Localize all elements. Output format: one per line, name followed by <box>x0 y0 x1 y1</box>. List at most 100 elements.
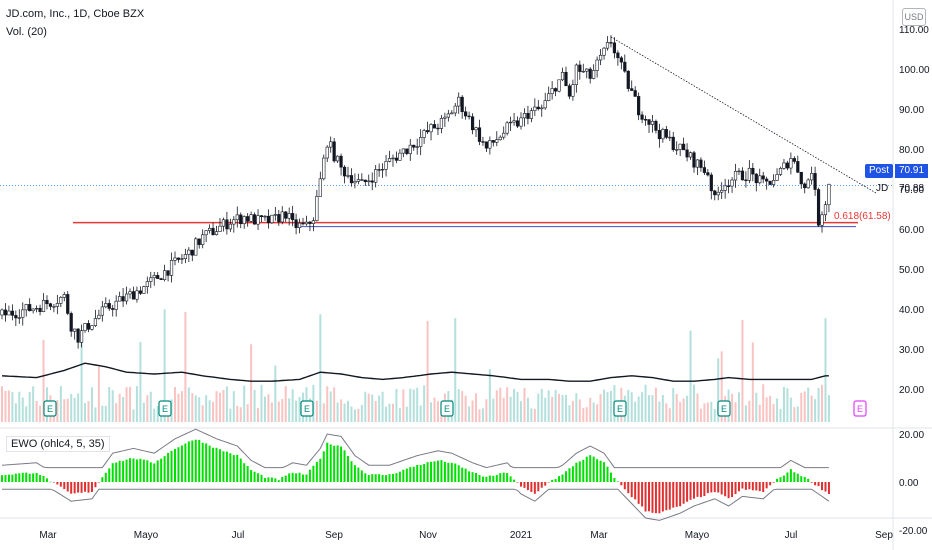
volume-bar <box>267 394 270 422</box>
candle-body <box>90 325 94 330</box>
ewo-indicator-label: EWO (ohlc4, 5, 35) <box>6 436 110 452</box>
ewo-bar <box>599 460 602 482</box>
volume-bar <box>765 397 768 422</box>
ewo-bar <box>402 469 405 482</box>
volume-bar <box>492 398 495 422</box>
candle-body <box>560 71 565 81</box>
volume-bar <box>315 400 318 422</box>
ewo-bar <box>122 461 125 482</box>
time-tick-label: Jul <box>232 530 245 541</box>
candle-body <box>785 162 790 169</box>
ewo-bar <box>108 468 111 482</box>
time-tick-label: Mayo <box>134 530 159 541</box>
ewo-tick-label: -20.00 <box>899 526 928 537</box>
ewo-bar <box>547 482 550 483</box>
currency-button[interactable]: USD <box>902 8 926 26</box>
volume-bar <box>589 397 592 422</box>
candle-body <box>491 140 495 143</box>
candle-body <box>661 129 665 140</box>
volume-bar <box>398 408 401 422</box>
ewo-upper-band <box>1 428 829 469</box>
ewo-bar <box>218 449 221 482</box>
volume-bar <box>796 406 799 422</box>
ewo-bar <box>295 473 298 482</box>
volume-sma-line <box>1 362 829 382</box>
candle-body <box>654 120 658 131</box>
volume-bar <box>789 397 792 422</box>
ewo-bar <box>284 475 287 482</box>
candle-body <box>432 124 437 129</box>
candle-body <box>41 300 46 312</box>
volume-bar <box>153 408 156 422</box>
volume-bar <box>457 389 460 422</box>
volume-bar <box>149 391 152 422</box>
candle-body <box>73 328 77 332</box>
ewo-bar <box>97 482 100 483</box>
candle-body <box>813 173 817 190</box>
ewo-bar <box>814 482 817 486</box>
volume-bar <box>731 393 734 422</box>
candle-body <box>322 157 326 180</box>
volume-bar <box>516 391 519 422</box>
candle-body <box>529 110 533 119</box>
volume-bar <box>495 390 498 422</box>
candle-body <box>498 136 502 141</box>
ewo-bar <box>236 454 239 482</box>
candle-body <box>228 223 232 230</box>
candle-body <box>214 231 219 236</box>
candle-body <box>38 307 42 312</box>
ewo-bar <box>468 471 471 482</box>
ewo-bar <box>609 472 612 482</box>
ewo-bar <box>80 482 83 493</box>
candle-body <box>349 175 354 184</box>
volume-bar <box>101 405 104 422</box>
candle-body <box>820 214 824 226</box>
ewo-bar <box>807 478 810 482</box>
ewo-bar <box>803 476 806 482</box>
ewo-bar <box>748 482 751 490</box>
volume-bar <box>547 390 550 422</box>
ewo-bar <box>571 466 574 482</box>
candle-body <box>159 278 163 280</box>
volume-bar <box>163 309 166 422</box>
volume-bar <box>412 389 415 422</box>
volume-bar <box>658 401 661 422</box>
ewo-bar <box>450 462 453 482</box>
ewo-bar <box>658 482 661 514</box>
candle-body <box>668 136 672 139</box>
candle-body <box>827 183 831 206</box>
candle-body <box>775 174 779 181</box>
volume-bar <box>475 393 478 422</box>
candle-body <box>470 116 475 131</box>
ewo-bar <box>554 479 557 482</box>
candle-body <box>623 61 627 72</box>
ewo-bar <box>187 441 190 482</box>
ewo-bar <box>682 482 685 504</box>
candle-body <box>201 234 205 245</box>
volume-bar <box>21 397 24 422</box>
ewo-bar <box>734 482 737 495</box>
volume-bar <box>540 388 543 422</box>
ewo-bar <box>737 482 740 492</box>
ewo-bar <box>741 482 744 489</box>
candle-body <box>640 114 644 120</box>
volume-bar <box>129 386 132 422</box>
volume-bar <box>502 397 505 422</box>
candle-body <box>637 96 641 116</box>
candle-body <box>104 303 108 308</box>
ewo-bar <box>409 467 412 482</box>
volume-bar <box>654 387 657 422</box>
ewo-bar <box>821 482 824 491</box>
candle-body <box>567 85 572 97</box>
ewo-bar <box>180 445 183 482</box>
volume-bar <box>39 405 42 422</box>
volume-bar <box>578 399 581 422</box>
volume-bar <box>187 387 190 422</box>
volume-bars <box>1 309 830 422</box>
candle-body <box>394 157 399 161</box>
volume-bar <box>582 408 585 422</box>
earnings-badge <box>853 400 867 417</box>
ewo-bar <box>39 475 42 482</box>
candle-body <box>702 167 706 173</box>
